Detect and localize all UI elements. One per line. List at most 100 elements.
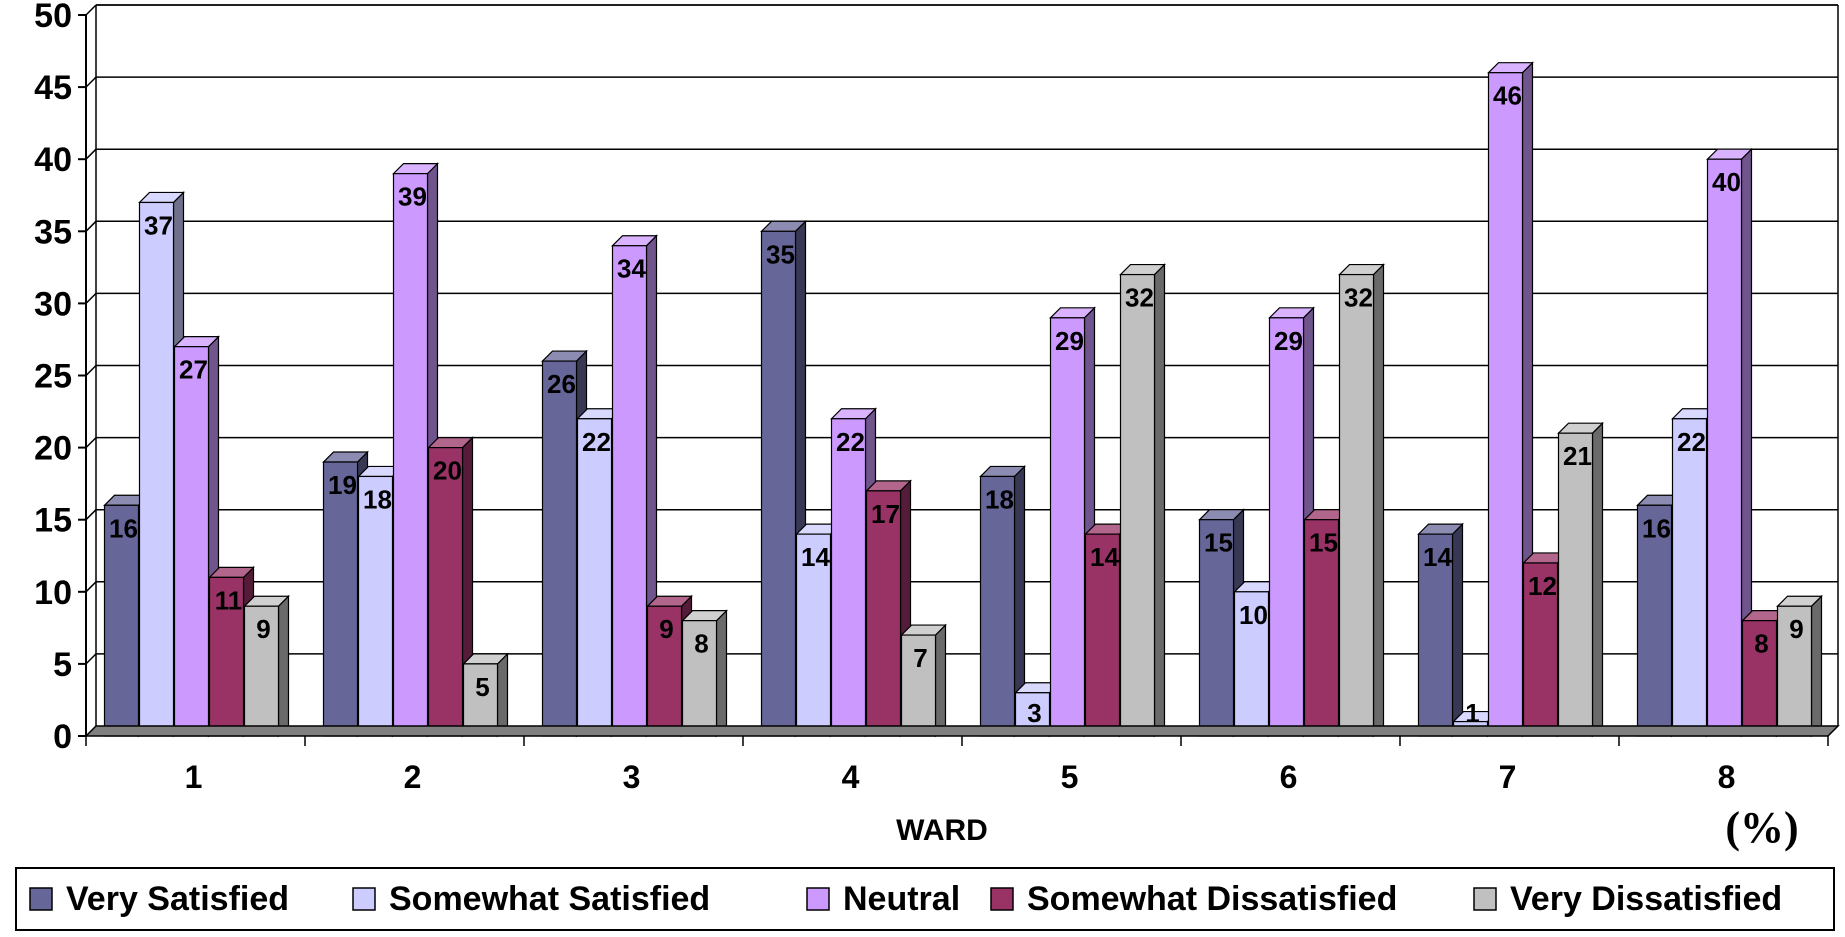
bar: 32 (1338, 263, 1385, 738)
data-label: 21 (1563, 441, 1592, 471)
data-label: 12 (1528, 571, 1557, 601)
grid-line-diag (85, 76, 97, 88)
legend-item: Very Dissatisfied (1473, 880, 1782, 918)
bar-face (1119, 273, 1156, 737)
legend-box (15, 867, 1835, 931)
y-tick-label: 20 (34, 430, 72, 468)
grid-line-diag (85, 581, 97, 593)
data-label: 7 (913, 643, 927, 673)
legend-item: Neutral (806, 880, 960, 918)
grid-line-diag (85, 509, 97, 521)
legend-swatch (990, 887, 1014, 911)
legend-label: Very Satisfied (66, 880, 289, 918)
legend-swatch (29, 887, 53, 911)
bar-side (1591, 421, 1604, 738)
bar-face (1636, 504, 1673, 737)
legend-item: Somewhat Dissatisfied (990, 880, 1397, 918)
data-label: 20 (433, 456, 462, 486)
data-label: 9 (256, 614, 270, 644)
y-tick-label: 30 (34, 285, 72, 323)
bar-face (1268, 317, 1305, 737)
grid-line-diag (85, 148, 97, 160)
bar: 7 (900, 623, 947, 738)
bar-side (934, 623, 947, 738)
bar: 21 (1557, 421, 1604, 738)
data-label: 35 (766, 239, 795, 269)
legend: Very Satisfied Somewhat Satisfied Neutral S… (15, 867, 1835, 931)
bar-face (1706, 158, 1743, 737)
data-label: 37 (144, 210, 173, 240)
bar: 40 (1706, 147, 1753, 738)
legend-label: Neutral (843, 880, 960, 918)
legend-label: Somewhat Satisfied (389, 880, 710, 918)
x-tick-label: 6 (1280, 759, 1298, 795)
bar: 32 (1119, 263, 1166, 738)
legend-label: Very Dissatisfied (1510, 880, 1782, 918)
data-label: 46 (1493, 81, 1522, 111)
bar-face (1776, 605, 1813, 737)
x-tick-label: 2 (404, 759, 422, 795)
data-label: 11 (215, 585, 243, 615)
bar-side (1372, 263, 1385, 738)
data-label: 15 (1309, 528, 1338, 558)
bar: 35 (760, 219, 807, 738)
bar-face (900, 634, 937, 737)
bar-face (979, 475, 1016, 737)
bar-side (1451, 522, 1464, 738)
data-label: 8 (1754, 629, 1768, 659)
data-label: 8 (694, 629, 708, 659)
bar: 9 (243, 594, 290, 738)
legend-swatch (806, 887, 830, 911)
bar-face (1049, 317, 1086, 737)
bar-face (1417, 533, 1454, 737)
data-label: 16 (109, 513, 138, 543)
bar-side (1810, 594, 1823, 738)
data-label: 14 (801, 542, 830, 572)
grid-line-diag (85, 220, 97, 232)
bar-face (208, 576, 245, 737)
data-label: 16 (1642, 513, 1671, 543)
data-label: 17 (871, 499, 900, 529)
data-label: 22 (836, 427, 865, 457)
bar-face (795, 533, 832, 737)
data-label: 3 (1027, 698, 1041, 728)
x-tick-label: 7 (1499, 759, 1517, 795)
y-tick-label: 5 (53, 646, 72, 684)
x-tick-label: 5 (1061, 759, 1079, 795)
x-tick-label: 1 (185, 759, 203, 795)
bar-face (392, 173, 429, 737)
data-label: 19 (328, 470, 357, 500)
legend-swatch (1473, 887, 1497, 911)
bar-face (427, 447, 464, 737)
bar-face (462, 663, 499, 737)
legend-item: Very Satisfied (29, 880, 289, 918)
bar-face (1557, 432, 1594, 737)
bar-side (496, 652, 509, 738)
grid-line-diag (85, 437, 97, 449)
bar-side (277, 594, 290, 738)
data-label: 32 (1125, 283, 1154, 313)
data-label: 22 (582, 427, 611, 457)
data-label: 18 (985, 484, 1014, 514)
bar-face (681, 620, 718, 737)
data-label: 5 (475, 672, 489, 702)
y-tick-label: 0 (53, 718, 72, 756)
legend-label: Somewhat Dissatisfied (1027, 880, 1397, 918)
bar: 5 (462, 652, 509, 738)
bar-face (1198, 519, 1235, 737)
bar-face (1338, 273, 1375, 737)
bar-face (1522, 562, 1559, 737)
bar-face (138, 201, 175, 737)
y-tick-label: 50 (34, 0, 72, 35)
bar-face (830, 418, 867, 737)
bar-face (1487, 72, 1524, 737)
unit-label: (%) (1725, 803, 1798, 852)
data-label: 40 (1712, 167, 1741, 197)
data-label: 29 (1055, 326, 1084, 356)
data-label: 29 (1274, 326, 1303, 356)
bar-face (865, 490, 902, 737)
y-tick-label: 35 (34, 213, 72, 251)
y-axis: 0 5 10 15 20 25 30 35 40 45 50 (34, 0, 87, 756)
chart-floor (84, 725, 1840, 737)
bar-face (243, 605, 280, 737)
